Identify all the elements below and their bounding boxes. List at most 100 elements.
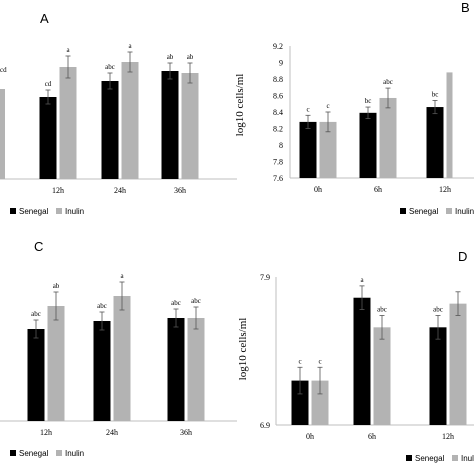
panel-b-ytick-label: 9 (279, 59, 283, 68)
panel-b-letter: B (461, 0, 470, 15)
panel-a-partial-bar (0, 89, 5, 179)
panel-d-bar-senegal (353, 297, 371, 425)
panel-c-letter: C (34, 239, 43, 254)
panel-a-sig-label: a (66, 46, 70, 54)
panel-a: A cd cd a 12h abc a 24h ab ab 36h Senegal Inulin (0, 11, 237, 216)
panel-b-ytick-label: 9.2 (273, 42, 283, 51)
panel-d-legend-senegal-swatch (406, 455, 412, 461)
panel-c-legend-inulin-swatch (56, 450, 62, 456)
panel-a-sig-label: abc (105, 63, 115, 71)
panel-c-sig-label: a (120, 272, 124, 280)
panel-a-partial-sig-label: cd (0, 66, 7, 74)
panel-d: D log10 cells/ml 6.9 7.9 c c 0h a abc 6h abc 12h S… (237, 249, 474, 463)
panel-a-sig-label: ab (167, 53, 174, 61)
panel-a-legend-senegal-swatch (10, 208, 16, 214)
panel-a-bar-senegal (161, 71, 179, 179)
panel-c-bar-senegal (167, 318, 185, 421)
panel-d-bar-senegal (291, 380, 309, 425)
panel-b-ytick-label: 8.2 (273, 125, 283, 134)
panel-a-bar-inulin (181, 73, 199, 179)
panel-d-sig-label: abc (433, 305, 443, 313)
panel-d-sig-label: c (318, 357, 321, 365)
panel-c-xtick-label: 12h (40, 428, 52, 437)
panel-d-bar-inulin (449, 303, 467, 425)
panel-a-xtick-label: 24h (114, 186, 126, 195)
panel-c-legend-senegal-swatch (10, 450, 16, 456)
panel-a-sig-label: ab (187, 53, 194, 61)
panel-b-sig-label: bc (365, 97, 372, 105)
panel-d-xtick-label: 0h (306, 432, 314, 441)
panel-c-bar-inulin (113, 296, 131, 421)
panel-b-ytick-label: 7.6 (273, 174, 283, 183)
panel-b-xtick-label: 0h (314, 185, 322, 194)
panel-d-bar-inulin (373, 327, 391, 425)
panel-b-bar-inulin (379, 97, 397, 178)
panel-a-bar-senegal (101, 81, 119, 179)
panel-b-sig-label: bc (432, 90, 439, 98)
panel-b-legend-inulin-label: Inulin (455, 207, 474, 216)
panel-d-sig-label: abc (377, 305, 387, 313)
panel-c-xtick-label: 24h (106, 428, 118, 437)
panel-c-sig-label: abc (31, 310, 41, 318)
panel-c-sig-label: abc (97, 302, 107, 310)
panel-b-bar-inulin (446, 72, 453, 178)
panel-a-legend-inulin-swatch (56, 208, 62, 214)
panel-b-xtick-label: 12h (439, 185, 451, 194)
panel-b-bar-senegal (426, 107, 444, 178)
panel-b-ytick-label: 8 (279, 141, 283, 150)
panel-b-legend-senegal-swatch (400, 208, 406, 214)
panel-c: C abc ab 12h abc a 24h abc abc 36h Senegal Inulin (0, 239, 237, 458)
panel-a-xtick-label: 36h (174, 186, 186, 195)
panel-c-sig-label: abc (171, 299, 181, 307)
panel-c-sig-label: abc (191, 297, 201, 305)
panel-b-ytick-label: 7.8 (273, 158, 283, 167)
panel-c-sig-label: ab (53, 282, 60, 290)
panel-c-legend-senegal-label: Senegal (19, 449, 49, 458)
panel-b-ytick-label: 8.4 (273, 108, 283, 117)
panel-a-sig-label: a (128, 42, 132, 50)
panel-d-bar-senegal (429, 327, 447, 425)
panel-c-bar-senegal (27, 329, 45, 421)
panel-a-letter: A (40, 11, 49, 26)
panel-b-legend-inulin-swatch (446, 208, 452, 214)
panel-d-ytick-label: 7.9 (260, 273, 270, 282)
panel-d-legend-senegal-label: Senegal (415, 454, 445, 463)
panel-a-legend-senegal-label: Senegal (19, 207, 49, 216)
panel-a-bar-senegal (39, 97, 57, 179)
panel-b-ytick-label: 8.8 (273, 75, 283, 84)
panel-b-sig-label: c (306, 105, 309, 113)
panel-c-plot: abc ab 12h abc a 24h abc abc 36h Senegal Inulin (0, 272, 237, 458)
panel-d-xtick-label: 6h (368, 432, 376, 441)
panel-d-letter: D (458, 249, 467, 264)
panel-b: B log10 cells/ml 7.6 7.8 8 8.2 8.4 8.6 8.8 9 9.2… (234, 0, 474, 216)
panel-b-bar-senegal (359, 112, 377, 178)
panel-b-xtick-label: 6h (374, 185, 382, 194)
panel-c-xtick-label: 36h (180, 428, 192, 437)
panel-a-bar-inulin (59, 67, 77, 179)
panel-d-legend-inulin-label: Inulin (461, 454, 474, 463)
panel-d-plot: 6.9 7.9 c c 0h a abc 6h abc 12h Senegal Inulin (260, 273, 474, 463)
panel-b-bar-senegal (299, 121, 317, 178)
panel-d-legend-inulin-swatch (452, 455, 458, 461)
panel-b-sig-label: abc (383, 78, 393, 86)
panel-d-xtick-label: 12h (442, 432, 454, 441)
panel-c-bar-inulin (47, 306, 65, 421)
panel-c-legend-inulin-label: Inulin (65, 449, 84, 458)
panel-b-ylabel: log10 cells/ml (234, 74, 246, 137)
panel-d-bar-inulin (311, 380, 329, 425)
panel-a-bar-inulin (121, 62, 139, 179)
panel-a-xtick-label: 12h (52, 186, 64, 195)
panel-d-sig-label: c (298, 357, 301, 365)
panel-d-ylabel: log10 cells/ml (237, 318, 249, 381)
panel-d-ytick-label: 6.9 (260, 421, 270, 430)
panel-c-bar-senegal (93, 321, 111, 421)
panel-b-plot: 7.6 7.8 8 8.2 8.4 8.6 8.8 9 9.2 c c 0h bc abc 6h bc 12h S… (273, 42, 474, 216)
panel-d-sig-label: a (360, 276, 364, 284)
panel-b-bar-inulin (319, 121, 337, 178)
panel-a-legend-inulin-label: Inulin (65, 207, 84, 216)
panel-b-legend-senegal-label: Senegal (409, 207, 439, 216)
panel-b-sig-label: c (326, 102, 329, 110)
panel-b-ytick-label: 8.6 (273, 92, 283, 101)
panel-c-bar-inulin (187, 318, 205, 421)
